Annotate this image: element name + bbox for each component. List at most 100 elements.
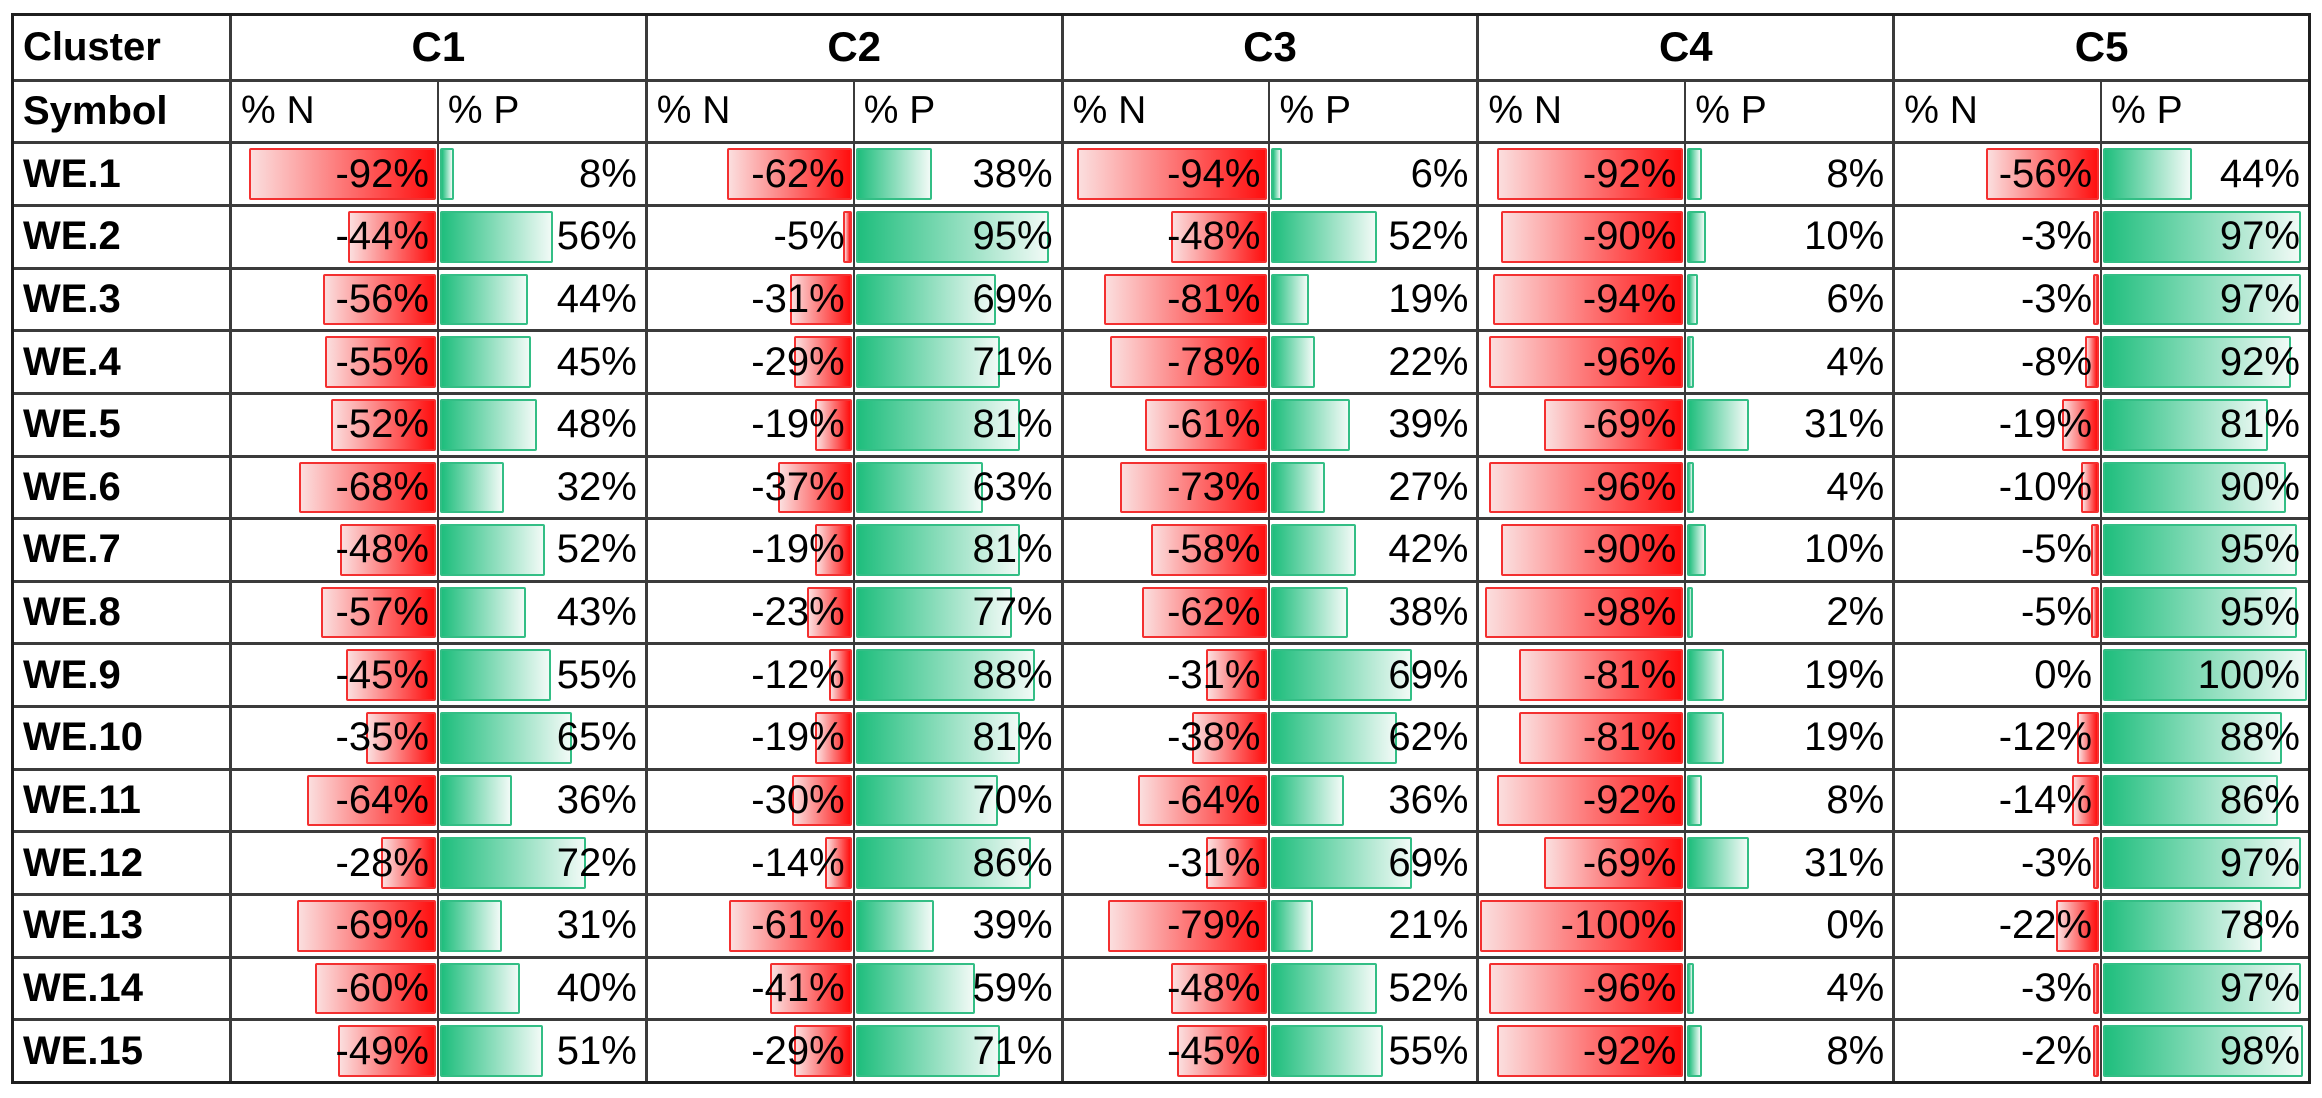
- cell-we-4-c2-p-label: 71%: [972, 339, 1053, 384]
- positive-data-bar: [1271, 336, 1315, 388]
- positive-data-bar: [1687, 962, 1694, 1015]
- cell-we-7-c4-p: 10%: [1684, 517, 1893, 580]
- negative-data-bar: [1484, 586, 1684, 639]
- negative-data-bar: [2093, 1025, 2100, 1077]
- cell-we-8-c2-n-label: -23%: [751, 590, 845, 635]
- cell-we-3-c5-n-label: -3%: [2020, 276, 2093, 321]
- positive-data-bar: [1687, 586, 1694, 639]
- positive-data-bar: [439, 712, 572, 764]
- positive-data-bar: [1687, 148, 1702, 200]
- cell-we-4-c5-p: 92%: [2100, 329, 2308, 392]
- subheader-c4-n-label: % N: [1488, 89, 1563, 133]
- cell-we-14-c2-p: 59%: [852, 955, 1061, 1019]
- corner-cluster-header: Cluster: [14, 16, 229, 79]
- cluster-header-c5: C5: [1892, 16, 2308, 79]
- positive-data-bar: [439, 962, 521, 1015]
- cell-we-11-c4-p: 8%: [1684, 767, 1893, 831]
- positive-data-bar: [855, 398, 1021, 451]
- cell-we-5-c4-n: -69%: [1476, 391, 1685, 455]
- cell-we-6-c1-n-label: -68%: [335, 464, 429, 509]
- cell-we-7-c2-p-label: 81%: [972, 527, 1053, 572]
- cell-we-8-c1-p: 43%: [436, 579, 645, 643]
- cell-we-4-c3-p: 22%: [1268, 329, 1477, 392]
- cell-we-1-c3-p-label: 6%: [1410, 151, 1469, 196]
- cell-we-13-c2-p-label: 39%: [972, 903, 1053, 948]
- cell-we-9-c3-n: -31%: [1060, 642, 1269, 706]
- positive-data-bar: [439, 774, 513, 827]
- cell-we-5-c2-n: -19%: [644, 391, 853, 455]
- cell-we-13-c2-n: -61%: [644, 893, 853, 956]
- negative-data-bar: [1177, 1025, 1268, 1077]
- positive-data-bar: [2103, 336, 2291, 388]
- cell-we-2-c5-n-label: -3%: [2020, 214, 2093, 259]
- positive-data-bar: [2103, 712, 2283, 764]
- positive-data-bar: [2103, 210, 2301, 263]
- cell-we-6-c1-p: 32%: [436, 454, 645, 518]
- cell-we-7-c1-n: -48%: [229, 517, 437, 580]
- cell-we-7-c4-n-label: -90%: [1582, 527, 1677, 572]
- cell-we-8-c4-p: 2%: [1684, 579, 1893, 643]
- positive-data-bar: [1687, 774, 1702, 827]
- cell-we-7-c2-p: 81%: [852, 517, 1061, 580]
- positive-data-bar: [1271, 774, 1344, 827]
- row-label-we-12-label: WE.12: [23, 840, 144, 885]
- positive-data-bar: [1271, 837, 1412, 890]
- cell-we-9-c4-p-label: 19%: [1804, 652, 1885, 697]
- row-label-we-6-label: WE.6: [23, 464, 121, 509]
- negative-data-bar: [1496, 774, 1684, 827]
- cell-we-4-c1-p-label: 45%: [556, 339, 637, 384]
- cell-we-14-c5-p-label: 97%: [2219, 966, 2300, 1011]
- negative-data-bar: [2072, 774, 2100, 827]
- subheader-c2-n-label: % N: [656, 89, 731, 133]
- row-label-we-7-label: WE.7: [23, 527, 121, 572]
- negative-data-bar: [1519, 712, 1684, 764]
- cell-we-13-c3-p-label: 21%: [1388, 903, 1469, 948]
- negative-data-bar: [339, 524, 436, 576]
- cell-we-14-c3-n-label: -48%: [1167, 966, 1261, 1011]
- cell-we-15-c1-p: 51%: [436, 1018, 645, 1081]
- cell-we-15-c4-n: -92%: [1476, 1018, 1685, 1081]
- negative-data-bar: [314, 962, 436, 1015]
- cell-we-13-c1-p: 31%: [436, 893, 645, 956]
- negative-data-bar: [1191, 712, 1268, 764]
- cell-we-13-c5-n-label: -22%: [1998, 903, 2093, 948]
- negative-data-bar: [814, 524, 852, 576]
- cell-we-14-c1-p-label: 40%: [556, 966, 637, 1011]
- row-label-we-5: WE.5: [14, 391, 229, 455]
- cell-we-9-c2-n: -12%: [644, 642, 853, 706]
- cell-we-2-c5-n: -3%: [1892, 203, 2101, 267]
- negative-data-bar: [1496, 1025, 1684, 1077]
- cell-we-9-c2-p-label: 88%: [972, 652, 1053, 697]
- cluster-header-c1-label: C1: [411, 23, 466, 71]
- cell-we-13-c4-n: -100%: [1476, 893, 1685, 956]
- cell-we-3-c4-n-label: -94%: [1582, 276, 1677, 321]
- row-label-we-10-label: WE.10: [23, 715, 144, 760]
- positive-data-bar: [2103, 1025, 2303, 1077]
- cell-we-3-c5-p-label: 97%: [2219, 276, 2300, 321]
- positive-data-bar: [1687, 210, 1706, 263]
- cell-we-7-c4-n: -90%: [1476, 517, 1685, 580]
- positive-data-bar: [855, 586, 1013, 639]
- cell-we-10-c3-p: 62%: [1268, 705, 1477, 768]
- cell-we-14-c2-p-label: 59%: [972, 966, 1053, 1011]
- cell-we-12-c2-p: 86%: [852, 830, 1061, 894]
- positive-data-bar: [1271, 273, 1309, 326]
- cell-we-12-c1-p-label: 72%: [556, 840, 637, 885]
- positive-data-bar: [439, 1025, 543, 1077]
- cell-we-1-c5-n-label: -56%: [1998, 151, 2093, 196]
- cell-we-10-c4-p: 19%: [1684, 705, 1893, 768]
- negative-data-bar: [1119, 461, 1268, 514]
- cell-we-2-c3-n: -48%: [1060, 203, 1269, 267]
- negative-data-bar: [1500, 524, 1684, 576]
- cell-we-4-c1-n-label: -55%: [335, 339, 429, 384]
- cell-we-15-c1-n: -49%: [229, 1018, 437, 1081]
- cell-we-14-c5-n: -3%: [1892, 955, 2101, 1019]
- subheader-c5-n-label: % N: [1904, 89, 1978, 133]
- cell-we-2-c2-n-label: -5%: [773, 214, 845, 259]
- positive-data-bar: [855, 962, 976, 1015]
- row-label-we-15: WE.15: [14, 1018, 229, 1081]
- cell-we-3-c1-n: -56%: [229, 266, 437, 330]
- cell-we-6-c4-p-label: 4%: [1826, 464, 1885, 509]
- cell-we-12-c4-p: 31%: [1684, 830, 1893, 894]
- cell-we-15-c4-n-label: -92%: [1582, 1028, 1677, 1073]
